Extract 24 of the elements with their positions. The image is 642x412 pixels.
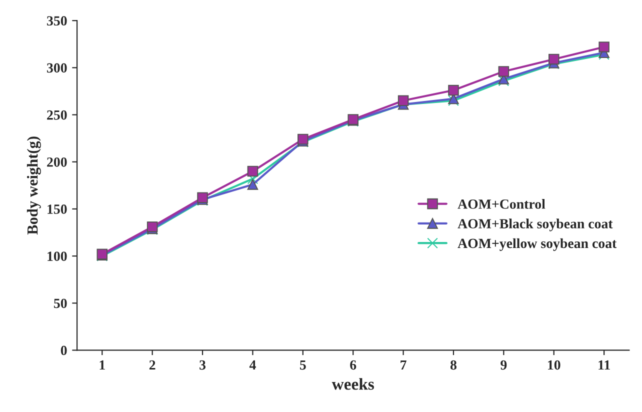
y-tick-label: 200 (47, 157, 67, 167)
y-tick-label: 0 (60, 346, 67, 356)
x-tick-label: 4 (249, 360, 256, 370)
x-tick-label: 7 (400, 360, 406, 370)
legend-label: AOM+yellow soybean coat (458, 238, 617, 251)
y-tick-label: 50 (54, 298, 67, 308)
y-tick-label: 250 (47, 110, 67, 120)
x-axis-title: weeks (332, 378, 374, 390)
x-tick-label: 10 (548, 360, 560, 370)
x-tick-label: 3 (200, 360, 206, 370)
x-tick-label: 11 (598, 360, 610, 370)
y-tick-label: 150 (48, 204, 67, 214)
legend-label: AOM+Black soybean coat (458, 218, 613, 232)
x-tick-label: 2 (149, 360, 156, 370)
x-tick-label: 6 (350, 360, 356, 370)
y-axis-title: Body weight(g) (26, 136, 41, 235)
x-tick-label: 5 (300, 360, 306, 370)
y-tick-label: 350 (47, 16, 67, 26)
x-tick-label: 1 (100, 360, 105, 370)
legend-label: AOM+Control (458, 199, 546, 209)
y-tick-label: 100 (48, 252, 67, 261)
x-tick-label: 8 (450, 360, 456, 370)
x-tick-label: 9 (500, 360, 507, 370)
y-tick-label: 300 (47, 63, 67, 73)
